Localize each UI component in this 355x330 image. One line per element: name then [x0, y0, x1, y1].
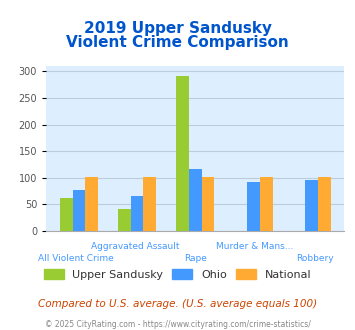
Text: Aggravated Assault: Aggravated Assault — [91, 242, 180, 250]
Text: © 2025 CityRating.com - https://www.cityrating.com/crime-statistics/: © 2025 CityRating.com - https://www.city… — [45, 320, 310, 329]
Bar — [318, 177, 331, 231]
Bar — [247, 182, 260, 231]
Text: All Violent Crime: All Violent Crime — [38, 254, 114, 263]
Text: Compared to U.S. average. (U.S. average equals 100): Compared to U.S. average. (U.S. average … — [38, 299, 317, 309]
Text: 2019 Upper Sandusky: 2019 Upper Sandusky — [83, 21, 272, 36]
Text: Violent Crime Comparison: Violent Crime Comparison — [66, 35, 289, 50]
Bar — [131, 196, 143, 231]
Bar — [176, 76, 189, 231]
Bar — [85, 177, 98, 231]
Legend: Upper Sandusky, Ohio, National: Upper Sandusky, Ohio, National — [39, 265, 316, 284]
Bar — [260, 177, 273, 231]
Bar — [72, 190, 85, 231]
Bar — [305, 181, 318, 231]
Text: Robbery: Robbery — [296, 254, 333, 263]
Bar — [118, 209, 131, 231]
Bar — [143, 177, 156, 231]
Bar — [202, 177, 214, 231]
Bar — [189, 169, 202, 231]
Text: Rape: Rape — [184, 254, 207, 263]
Bar — [60, 198, 72, 231]
Text: Murder & Mans...: Murder & Mans... — [216, 242, 294, 250]
